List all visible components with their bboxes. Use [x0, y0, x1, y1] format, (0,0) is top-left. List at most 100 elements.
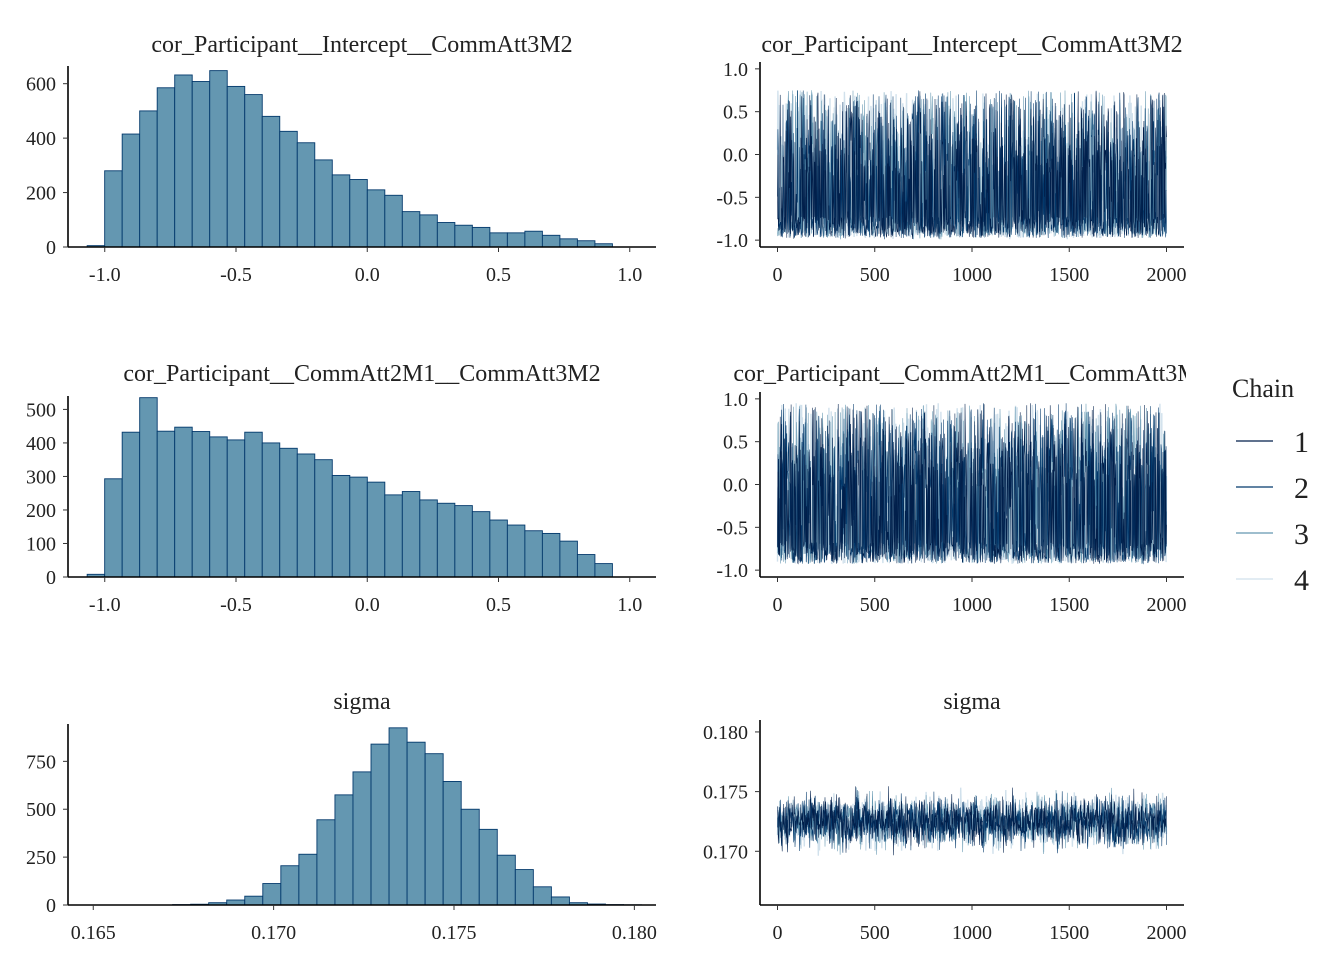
hist2-bar [349, 476, 368, 578]
trace2-x-tick-label: 2000 [1146, 594, 1186, 616]
hist3-bar [334, 794, 354, 906]
hist2-bar [314, 459, 333, 578]
hist1-y-tick-label: 400 [26, 128, 56, 150]
hist2-bar [279, 447, 298, 578]
trace3-x-tick-label: 1000 [952, 922, 992, 944]
hist2-bar [594, 563, 613, 578]
hist1-bar [541, 234, 561, 248]
hist2-bar [209, 436, 228, 578]
legend-label-chain-2: 2 [1294, 472, 1309, 505]
hist2-bar [104, 478, 123, 578]
hist3-panel: 0.165 0.170 0.175 0.180 0 250 500 750 [26, 724, 657, 944]
trace1-y-tick-label: -0.5 [716, 187, 748, 209]
hist3-y-tick-label: 250 [26, 847, 56, 869]
hist1-bar [349, 179, 368, 248]
hist3-bar [298, 853, 318, 906]
hist2-bar [454, 505, 473, 578]
hist3-bar [442, 781, 462, 906]
hist2-panel: -1.0 -0.5 0.0 0.5 1.0 0 100 200 300 400 500 [26, 396, 656, 616]
trace1-y-tick-label: -1.0 [716, 230, 748, 252]
hist2-bar [261, 442, 281, 578]
trace1-y-tick-label: 0.0 [723, 145, 748, 167]
trace3-title: sigma [943, 689, 1001, 715]
trace1-panel: 0 500 1000 1500 2000 -1.0 -0.5 0.0 0.5 1.0 [716, 59, 1186, 286]
hist3-bar [514, 869, 534, 906]
trace3-x-tick-label: 2000 [1146, 922, 1186, 944]
trace3-chain-1-line [777, 786, 1167, 856]
hist1-bar [156, 87, 176, 248]
trace2-y-tick-label: -0.5 [716, 517, 748, 539]
trace1-y-tick-label: 0.5 [723, 102, 748, 124]
hist2-bar [296, 453, 316, 578]
hist2-bar [489, 519, 508, 578]
hist1-bars [86, 70, 613, 248]
hist3-bar [424, 753, 444, 906]
hist3-x-tick-label: 0.180 [612, 922, 657, 944]
hist2-bar [139, 397, 158, 578]
hist1-bar [209, 70, 228, 248]
hist2-bar [191, 431, 211, 578]
hist1-bar [419, 214, 438, 248]
trace1-chain-1-line [777, 91, 1167, 240]
hist1-bar [471, 226, 491, 248]
hist3-x-tick-label: 0.170 [251, 922, 296, 944]
hist2-bar [471, 511, 491, 578]
hist2-x-tick-label: -0.5 [220, 594, 252, 616]
hist2-bar [121, 431, 141, 578]
hist3-bar [262, 883, 282, 906]
trace3-x-tick-label: 500 [860, 922, 890, 944]
hist1-bar [174, 74, 193, 248]
hist3-bars [172, 727, 643, 906]
hist3-x-tick-label: 0.165 [71, 922, 116, 944]
legend-label-chain-1: 1 [1294, 426, 1309, 459]
hist1-bar [524, 230, 543, 248]
hist1-bar [454, 224, 473, 248]
hist1-x-tick-label: -0.5 [220, 264, 252, 286]
hist1-bar [384, 194, 403, 248]
trace2-y-tick-label: 1.0 [723, 389, 748, 411]
hist2-y-tick-label: 100 [26, 533, 56, 555]
legend-title: Chain [1232, 374, 1294, 403]
trace2-y-tick-label: 0.5 [723, 432, 748, 454]
hist3-x-tick-label: 0.175 [431, 922, 476, 944]
hist1-bar [331, 174, 351, 248]
trace1-x-tick-label: 1000 [952, 264, 992, 286]
hist2-bars [86, 397, 613, 578]
trace2-title: cor_Participant__CommAtt2M1__CommAtt3M2 [733, 361, 1210, 387]
hist2-y-tick-label: 300 [26, 466, 56, 488]
hist2-y-tick-label: 500 [26, 399, 56, 421]
hist3-y-tick-label: 0 [46, 895, 56, 917]
hist2-y-tick-label: 200 [26, 500, 56, 522]
hist1-bar [104, 170, 123, 248]
hist3-bar [388, 727, 408, 906]
hist1-panel: -1.0 -0.5 0.0 0.5 1.0 0 200 400 600 [26, 66, 656, 286]
hist3-bar [370, 743, 390, 906]
hist2-bar [419, 499, 438, 578]
hist2-bar [331, 474, 351, 578]
hist3-bar [352, 771, 372, 906]
trace3-x-tick-label: 1500 [1049, 922, 1089, 944]
hist1-bar [261, 115, 281, 248]
hist3-title: sigma [333, 689, 391, 715]
hist2-bar [541, 532, 561, 578]
hist3-y-tick-label: 750 [26, 751, 56, 773]
hist3-y-tick-label: 500 [26, 799, 56, 821]
hist2-x-tick-label: 0.5 [486, 594, 511, 616]
hist2-y-tick-label: 400 [26, 433, 56, 455]
hist1-bar [559, 238, 578, 248]
trace1-x-tick-label: 2000 [1146, 264, 1186, 286]
hist2-bar [576, 554, 596, 578]
hist1-y-tick-label: 600 [26, 74, 56, 96]
trace3-y-tick-label: 0.180 [703, 722, 748, 744]
legend-label-chain-3: 3 [1294, 518, 1309, 551]
trace1-x-tick-label: 500 [860, 264, 890, 286]
hist3-bar [280, 865, 300, 906]
hist1-bar [121, 133, 141, 248]
hist2-bar [366, 481, 386, 578]
hist2-bar [436, 502, 456, 578]
hist3-bar [532, 886, 552, 906]
hist1-bar [139, 110, 158, 248]
trace1-title: cor_Participant__Intercept__CommAtt3M2 [761, 32, 1182, 58]
trace2-x-tick-label: 0 [773, 594, 783, 616]
